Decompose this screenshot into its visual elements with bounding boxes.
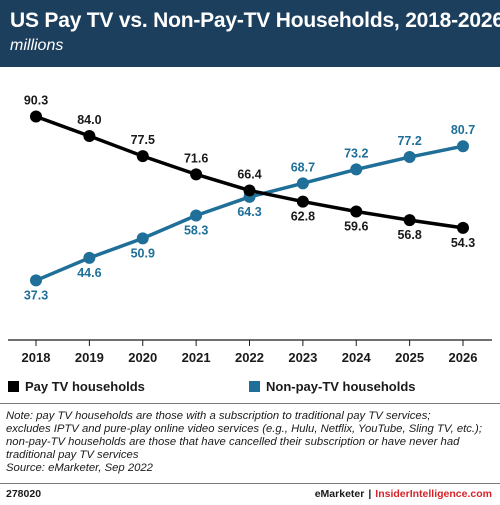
brand-insider-intelligence: InsiderIntelligence.com bbox=[375, 488, 492, 500]
chart-subtitle: millions bbox=[10, 37, 64, 54]
data-label-pay-tv-2026: 54.3 bbox=[451, 236, 475, 250]
data-label-non-pay-tv-2024: 73.2 bbox=[344, 146, 368, 160]
data-label-pay-tv-2020: 77.5 bbox=[131, 133, 155, 147]
x-tick-label-2019: 2019 bbox=[75, 350, 104, 365]
data-point-non-pay-tv-2026 bbox=[457, 140, 469, 153]
footer-divider bbox=[0, 483, 500, 484]
chart-legend: Pay TV households Non-pay-TV households bbox=[0, 379, 500, 399]
data-label-non-pay-tv-2023: 68.7 bbox=[291, 160, 315, 174]
x-tick-label-2023: 2023 bbox=[288, 350, 317, 365]
data-label-pay-tv-2021: 71.6 bbox=[184, 151, 208, 165]
brand-emarketer: eMarketer bbox=[314, 488, 365, 500]
brand-separator: | bbox=[368, 488, 372, 500]
note-line-1: Note: pay TV households are those with a… bbox=[6, 410, 431, 422]
data-label-non-pay-tv-2026: 80.7 bbox=[451, 123, 475, 137]
legend-swatch-non-pay-tv bbox=[249, 381, 260, 392]
legend-label-non-pay-tv: Non-pay-TV households bbox=[266, 379, 416, 394]
note-line-2: excludes IPTV and pure-play online video… bbox=[6, 423, 482, 435]
data-label-non-pay-tv-2019: 44.6 bbox=[77, 266, 101, 280]
data-point-non-pay-tv-2023 bbox=[296, 177, 309, 190]
data-point-pay-tv-2020 bbox=[136, 150, 149, 163]
data-point-pay-tv-2025 bbox=[403, 214, 416, 227]
data-point-non-pay-tv-2019 bbox=[83, 251, 96, 264]
data-label-pay-tv-2025: 56.8 bbox=[397, 228, 421, 242]
data-point-pay-tv-2018 bbox=[30, 110, 42, 123]
data-label-pay-tv-2023: 62.8 bbox=[291, 210, 315, 224]
data-point-pay-tv-2024 bbox=[350, 205, 363, 218]
chart-title: US Pay TV vs. Non-Pay-TV Households, 201… bbox=[10, 9, 500, 32]
data-label-pay-tv-2018: 90.3 bbox=[24, 94, 48, 108]
legend-label-pay-tv: Pay TV households bbox=[25, 379, 145, 394]
data-point-non-pay-tv-2020 bbox=[136, 232, 149, 245]
legend-swatch-pay-tv bbox=[8, 381, 19, 392]
x-tick-label-2025: 2025 bbox=[395, 350, 424, 365]
x-tick-label-2026: 2026 bbox=[449, 350, 478, 365]
x-tick-label-2024: 2024 bbox=[342, 350, 372, 365]
data-label-pay-tv-2022: 66.4 bbox=[237, 167, 261, 181]
data-label-non-pay-tv-2025: 77.2 bbox=[397, 134, 421, 148]
x-tick-label-2020: 2020 bbox=[128, 350, 157, 365]
data-point-pay-tv-2023 bbox=[296, 195, 309, 208]
data-label-non-pay-tv-2018: 37.3 bbox=[24, 288, 48, 302]
data-label-pay-tv-2019: 84.0 bbox=[77, 113, 101, 127]
data-label-non-pay-tv-2022: 64.3 bbox=[237, 205, 261, 219]
x-tick-label-2022: 2022 bbox=[235, 350, 264, 365]
legend-item-non-pay-tv: Non-pay-TV households bbox=[249, 379, 416, 394]
footer-brand: eMarketer | InsiderIntelligence.com bbox=[315, 488, 492, 500]
line-chart: 2018 2019 2020 2021 2022 2023 2024 2025 2026 90.3… bbox=[8, 94, 492, 365]
data-label-non-pay-tv-2020: 50.9 bbox=[131, 246, 155, 260]
chart-id: 278020 bbox=[6, 488, 42, 500]
source-line: Source: eMarketer, Sep 2022 bbox=[6, 462, 153, 474]
x-tick-label-2018: 2018 bbox=[22, 350, 51, 365]
data-point-non-pay-tv-2021 bbox=[190, 209, 203, 222]
note-line-3: non-pay-TV households are those that hav… bbox=[6, 436, 460, 448]
data-point-pay-tv-2026 bbox=[457, 221, 469, 234]
data-point-pay-tv-2019 bbox=[83, 130, 96, 143]
x-tick-label-2021: 2021 bbox=[182, 350, 211, 365]
data-label-pay-tv-2024: 59.6 bbox=[344, 219, 368, 233]
data-point-pay-tv-2022 bbox=[243, 184, 256, 197]
chart-header: US Pay TV vs. Non-Pay-TV Households, 201… bbox=[0, 0, 500, 67]
note-line-4: traditional pay TV services bbox=[6, 449, 139, 461]
chart-notes: Note: pay TV households are those with a… bbox=[6, 410, 496, 475]
data-label-non-pay-tv-2021: 58.3 bbox=[184, 223, 208, 237]
data-point-pay-tv-2021 bbox=[190, 168, 203, 181]
data-point-non-pay-tv-2018 bbox=[30, 274, 42, 287]
notes-divider bbox=[0, 403, 500, 404]
data-point-non-pay-tv-2025 bbox=[403, 151, 416, 164]
legend-item-pay-tv: Pay TV households bbox=[8, 379, 145, 394]
data-point-non-pay-tv-2024 bbox=[350, 163, 363, 176]
